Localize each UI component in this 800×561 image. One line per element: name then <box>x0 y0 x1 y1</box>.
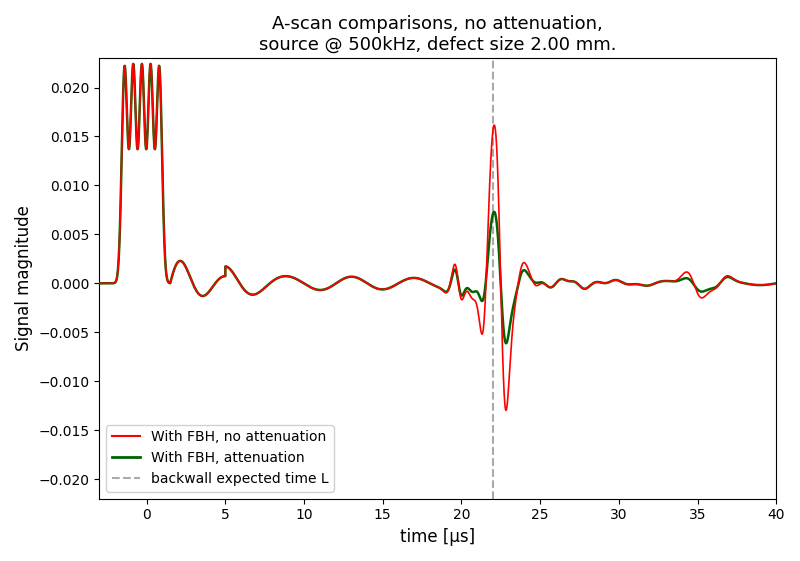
With FBH, attenuation <box>129 61 138 68</box>
With FBH, attenuation <box>597 279 606 286</box>
With FBH, no attenuation <box>129 61 138 68</box>
With FBH, no attenuation <box>501 407 510 413</box>
With FBH, no attenuation <box>340 275 350 282</box>
Line: With FBH, attenuation: With FBH, attenuation <box>99 64 776 343</box>
With FBH, no attenuation <box>771 280 781 287</box>
Line: With FBH, no attenuation: With FBH, no attenuation <box>99 64 776 410</box>
With FBH, attenuation <box>94 280 104 287</box>
With FBH, attenuation <box>502 340 511 347</box>
With FBH, attenuation <box>771 280 781 287</box>
With FBH, attenuation <box>495 267 505 274</box>
With FBH, attenuation <box>525 273 534 280</box>
Title: A-scan comparisons, no attenuation,
source @ 500kHz, defect size 2.00 mm.: A-scan comparisons, no attenuation, sour… <box>259 15 617 54</box>
With FBH, no attenuation <box>597 279 606 286</box>
With FBH, attenuation <box>633 281 642 288</box>
With FBH, attenuation <box>129 61 138 67</box>
With FBH, no attenuation <box>495 248 505 255</box>
Y-axis label: Signal magnitude: Signal magnitude <box>15 205 33 351</box>
With FBH, no attenuation <box>633 281 642 288</box>
With FBH, no attenuation <box>129 61 138 67</box>
With FBH, no attenuation <box>525 269 534 276</box>
With FBH, no attenuation <box>94 280 104 287</box>
With FBH, attenuation <box>340 275 350 282</box>
Legend: With FBH, no attenuation, With FBH, attenuation, backwall expected time L: With FBH, no attenuation, With FBH, atte… <box>106 425 334 492</box>
X-axis label: time [μs]: time [μs] <box>400 528 475 546</box>
